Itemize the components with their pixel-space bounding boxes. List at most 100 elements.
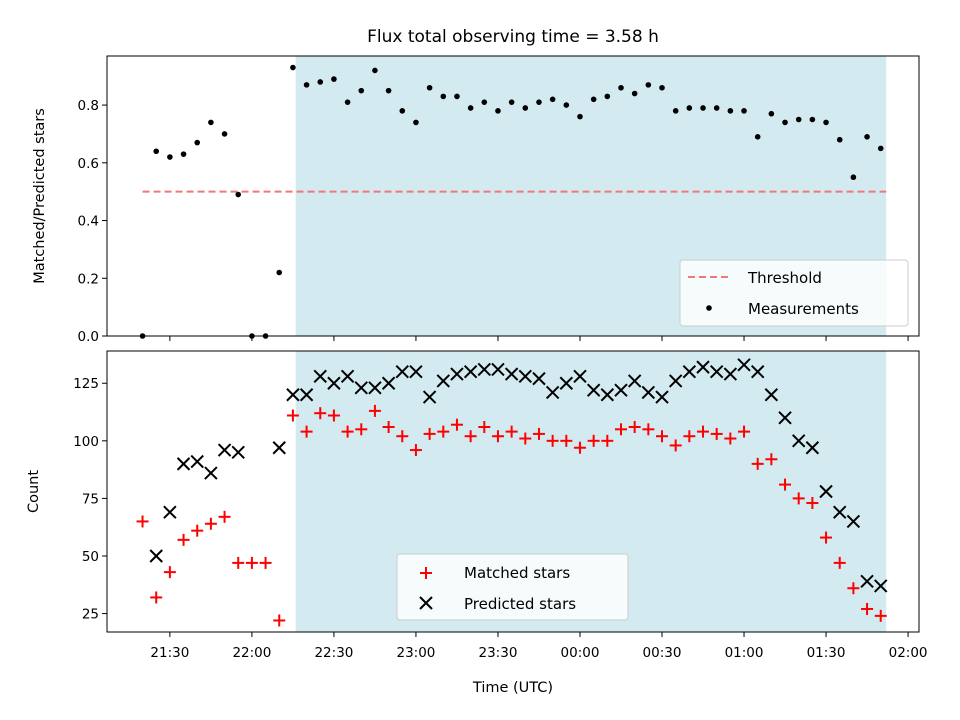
top-axes-frame: [106, 55, 920, 337]
measurement-point: [454, 93, 460, 100]
bottom-y-axis-label: Count: [26, 470, 42, 513]
predicted-mark-b: [518, 369, 533, 384]
measurement-point: [426, 84, 433, 91]
measurement-point: [877, 145, 884, 152]
predicted-mark-b: [586, 383, 601, 397]
matched-star-point: [560, 434, 573, 447]
matched-star-point: [450, 418, 463, 431]
matched-star-point: [464, 430, 477, 443]
matched-star-point: [245, 556, 258, 569]
measurement-point: [577, 113, 583, 120]
measurement-point: [276, 269, 283, 276]
measurement-point: [358, 87, 365, 94]
predicted-star-point: [422, 390, 437, 404]
predicted-star-point: [614, 383, 628, 397]
predicted-star-point: [819, 484, 833, 499]
predicted-mark-b: [573, 369, 587, 384]
predicted-mark-b: [354, 381, 368, 395]
predicted-mark-b: [504, 367, 519, 381]
predicted-star-point: [750, 365, 765, 379]
matched-star-point: [491, 430, 504, 443]
predicted-mark-b: [860, 574, 874, 589]
bottom-x-ticks: 21:30 22:00 22:30 23:00 23:30 00:00 00:30 01:00…: [150, 632, 928, 661]
predicted-star-point: [682, 365, 697, 379]
measurement-point: [836, 136, 843, 143]
matched-star-point: [642, 423, 655, 436]
predicted-star-point: [231, 445, 245, 460]
measurement-point: [331, 76, 337, 82]
matched-star-point: [382, 421, 395, 434]
predicted-star-points: [149, 358, 888, 593]
predicted-star-point: [504, 367, 519, 381]
predicted-mark-b: [532, 371, 546, 386]
measurement-point: [167, 154, 173, 160]
predicted-star-point: [641, 385, 656, 400]
predicted-mark-b: [204, 466, 218, 480]
matched-star-point: [751, 457, 764, 470]
measurement-point: [672, 108, 679, 114]
predicted-mark-b: [750, 365, 765, 379]
bottom-y-tick-label: 100: [73, 434, 99, 450]
matched-star-point: [628, 421, 641, 434]
predicted-star-point: [655, 390, 669, 404]
predicted-mark-b: [231, 445, 245, 460]
matched-star-point: [505, 425, 518, 438]
predicted-star-point: [272, 441, 286, 455]
predicted-mark-b: [163, 505, 177, 519]
x-tick-label: 23:00: [396, 645, 435, 661]
top-legend-box: [679, 259, 909, 327]
measurement-point: [727, 108, 734, 114]
predicted-star-point: [381, 376, 396, 390]
measurement-point: [741, 108, 747, 114]
predicted-mark-b: [846, 514, 861, 529]
predicted-mark-b: [655, 390, 669, 404]
predicted-mark-b: [491, 362, 505, 377]
bottom-y-tick-label: 125: [73, 376, 99, 392]
matched-star-point: [136, 515, 149, 528]
predicted-mark-b: [805, 441, 820, 455]
measurement-point: [508, 99, 515, 105]
predicted-mark-b: [764, 388, 779, 402]
measurement-points: [139, 64, 884, 339]
predicted-mark-b: [190, 454, 204, 469]
predicted-mark-b: [381, 376, 396, 390]
predicted-star-point: [450, 367, 464, 381]
predicted-star-point: [340, 369, 355, 384]
predicted-star-point: [627, 374, 642, 388]
predicted-mark-b: [682, 365, 697, 379]
matched-star-point: [587, 434, 600, 447]
predicted-star-point: [436, 374, 450, 388]
predicted-mark-b: [614, 383, 628, 397]
predicted-star-point: [778, 411, 792, 425]
predicted-mark-b: [723, 367, 738, 381]
predicted-mark-b: [874, 579, 888, 593]
legend-matched-swatch: [420, 567, 432, 579]
top-y-tick-label: 0.0: [78, 329, 99, 345]
measurement-point: [563, 102, 570, 108]
predicted-star-point: [559, 376, 574, 390]
bottom-legend-box: [396, 553, 629, 621]
top-y-tick-label: 0.2: [78, 271, 99, 287]
matched-star-point: [532, 427, 545, 440]
measurement-point: [850, 174, 857, 181]
matched-star-point: [820, 531, 833, 544]
matched-star-point: [150, 591, 163, 604]
measurement-point: [809, 116, 816, 123]
predicted-mark-b: [737, 358, 751, 372]
matched-star-point: [847, 582, 860, 595]
predicted-star-point: [874, 579, 888, 593]
predicted-star-point: [286, 388, 300, 402]
matched-star-point: [437, 425, 450, 438]
legend-predicted-label: Predicted stars: [464, 595, 576, 613]
top-legend: Threshold Measurements: [679, 259, 909, 327]
matched-star-point: [683, 430, 696, 443]
predicted-mark-b: [833, 505, 847, 519]
predicted-mark-b: [286, 388, 300, 402]
predicted-star-point: [149, 549, 163, 563]
measurement-point: [440, 93, 447, 100]
matched-star-point: [614, 423, 627, 436]
x-tick-label: 01:30: [807, 645, 846, 661]
measurement-point: [221, 131, 228, 137]
predicted-star-point: [395, 365, 409, 379]
